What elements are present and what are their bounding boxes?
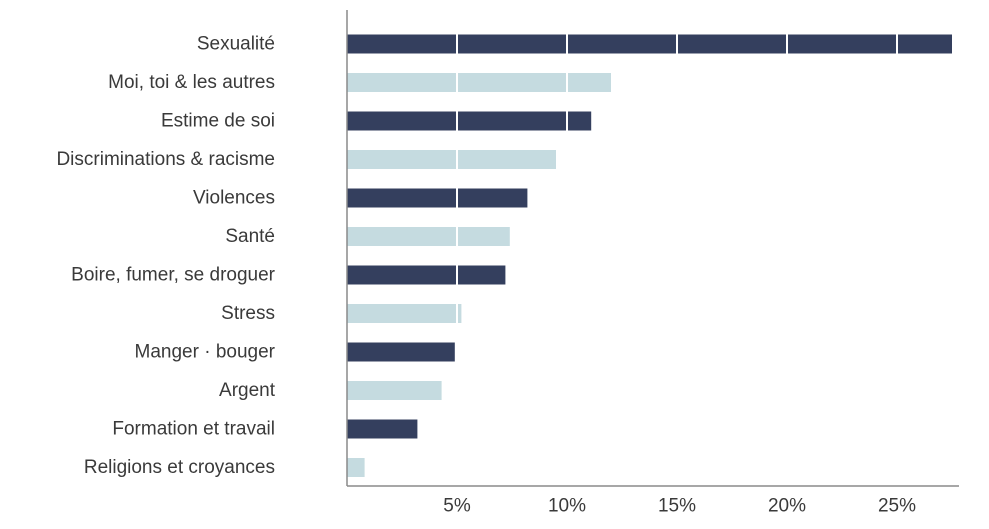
bar-6	[347, 265, 506, 285]
category-label: Formation et travail	[112, 419, 275, 440]
bar-5	[347, 227, 510, 246]
bar-1	[347, 73, 611, 92]
x-tick-label: 15%	[658, 496, 696, 517]
x-tick-label: 25%	[878, 496, 916, 517]
category-label: Stress	[221, 303, 275, 324]
bar-9	[347, 381, 442, 400]
bar-7	[347, 304, 462, 323]
category-label: Sexualité	[197, 34, 275, 55]
bar-10	[347, 419, 418, 439]
axes-group	[346, 10, 959, 487]
bar-0	[347, 34, 952, 54]
bar-8	[347, 342, 455, 362]
category-label: Argent	[219, 380, 276, 401]
x-tick-label: 10%	[548, 496, 586, 517]
category-label: Estime de soi	[161, 111, 275, 132]
category-label: Moi, toi & les autres	[108, 72, 275, 93]
category-label: Manger · bouger	[135, 342, 276, 363]
tick-labels-group: 5% 10% 15% 20% 25%	[443, 496, 916, 517]
gridlines-group	[456, 10, 898, 486]
category-label: Boire, fumer, se droguer	[71, 265, 275, 286]
category-label: Religions et croyances	[84, 457, 275, 478]
category-label: Violences	[193, 188, 275, 209]
bar-4	[347, 188, 528, 208]
bar-2	[347, 111, 592, 131]
category-label: Discriminations & racisme	[56, 149, 275, 170]
category-labels-group: Sexualité Moi, toi & les autres Estime de …	[56, 34, 275, 479]
category-label: Santé	[225, 226, 275, 247]
bar-11	[347, 458, 365, 477]
bars-group	[347, 34, 952, 477]
x-tick-label: 5%	[443, 496, 471, 517]
x-tick-label: 20%	[768, 496, 806, 517]
bar-3	[347, 150, 556, 169]
